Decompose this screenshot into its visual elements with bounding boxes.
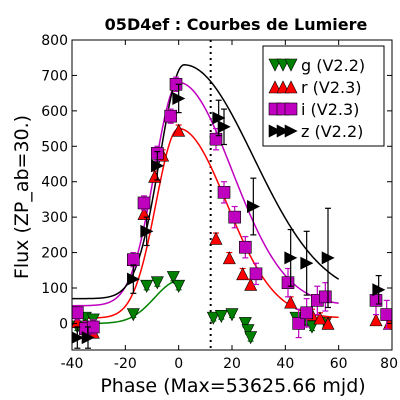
data-point bbox=[126, 308, 140, 322]
data-point bbox=[225, 308, 239, 322]
data-point bbox=[148, 169, 162, 183]
x-tick-label: 0 bbox=[174, 356, 183, 372]
y-tick-label: 400 bbox=[41, 175, 68, 191]
data-point bbox=[172, 91, 186, 105]
data-point bbox=[140, 224, 154, 238]
data-point bbox=[72, 306, 84, 320]
data-point bbox=[284, 251, 298, 265]
series-triangle-up bbox=[72, 123, 392, 339]
legend-marker bbox=[276, 80, 290, 94]
data-point bbox=[321, 251, 335, 265]
legend-label: r (V2.3) bbox=[301, 78, 362, 97]
data-point bbox=[81, 331, 95, 345]
x-tick-label: 80 bbox=[380, 356, 398, 372]
data-point bbox=[321, 316, 335, 330]
data-point bbox=[281, 276, 295, 289]
legend-marker bbox=[268, 58, 282, 72]
legend-marker bbox=[284, 80, 298, 94]
legend-label: g (V2.2) bbox=[301, 56, 365, 75]
data-point bbox=[206, 311, 220, 325]
y-tick-label: 600 bbox=[41, 104, 68, 120]
legend-marker bbox=[276, 124, 290, 138]
legend-item: i (V2.3) bbox=[268, 100, 359, 119]
legend-marker bbox=[284, 58, 298, 72]
data-point bbox=[300, 256, 314, 270]
y-tick-label: 100 bbox=[41, 281, 68, 297]
data-point bbox=[249, 267, 263, 281]
data-point bbox=[209, 231, 223, 245]
data-point bbox=[72, 331, 85, 344]
x-tick-label: 20 bbox=[223, 356, 241, 372]
data-point bbox=[217, 186, 231, 199]
legend-marker bbox=[276, 58, 290, 72]
data-point bbox=[284, 295, 298, 309]
data-point bbox=[222, 251, 236, 265]
y-tick-label: 0 bbox=[59, 316, 68, 332]
fit-curve-3 bbox=[72, 64, 340, 300]
data-point bbox=[214, 310, 228, 324]
legend-marker bbox=[284, 102, 298, 116]
data-point bbox=[238, 317, 252, 331]
series-square bbox=[72, 76, 392, 339]
y-tick-label: 700 bbox=[41, 68, 68, 84]
x-tick-label: -20 bbox=[114, 356, 137, 372]
x-tick-label: 40 bbox=[276, 356, 294, 372]
data-point bbox=[140, 279, 154, 293]
data-point bbox=[369, 294, 383, 307]
data-point bbox=[313, 311, 327, 325]
legend-label: i (V2.3) bbox=[301, 100, 359, 119]
data-point bbox=[241, 324, 255, 338]
data-point bbox=[300, 306, 313, 320]
y-tick-label: 500 bbox=[41, 139, 68, 155]
legend-item: z (V2.2) bbox=[268, 122, 363, 141]
fit-curve-1 bbox=[72, 127, 339, 319]
y-tick-label: 300 bbox=[41, 210, 68, 226]
x-tick-label: -40 bbox=[61, 356, 84, 372]
data-point bbox=[209, 132, 223, 146]
data-point bbox=[319, 290, 332, 304]
plot-contents bbox=[72, 40, 392, 350]
data-point bbox=[151, 159, 165, 173]
data-point bbox=[247, 200, 261, 213]
legend-marker bbox=[268, 80, 282, 94]
x-tick-label: 60 bbox=[330, 356, 348, 372]
y-tick-label: 200 bbox=[41, 246, 68, 262]
data-point bbox=[292, 317, 305, 330]
data-point bbox=[166, 271, 180, 285]
legend-item: g (V2.2) bbox=[268, 56, 365, 75]
data-point bbox=[244, 331, 258, 345]
data-point bbox=[127, 253, 140, 266]
legend: g (V2.2) r (V2.3) i (V2.3) z (V2.2) bbox=[262, 45, 385, 147]
data-point bbox=[217, 120, 231, 134]
data-point bbox=[150, 276, 164, 290]
series-triangle-right bbox=[72, 83, 386, 349]
y-tick-label: 800 bbox=[41, 33, 68, 49]
chart-title: 05D4ef : Courbes de Lumiere bbox=[105, 15, 368, 34]
legend-marker bbox=[268, 124, 282, 138]
legend-marker bbox=[284, 124, 298, 138]
data-point bbox=[372, 283, 386, 297]
data-point bbox=[172, 279, 186, 293]
data-point bbox=[228, 210, 241, 224]
y-axis-label: Flux (ZP_ab=30.) bbox=[11, 115, 33, 279]
legend-item: r (V2.3) bbox=[268, 78, 362, 97]
data-point bbox=[239, 240, 252, 254]
x-axis-label: Phase (Max=53625.66 mjd) bbox=[100, 375, 365, 397]
data-point bbox=[164, 109, 177, 123]
data-point bbox=[369, 313, 383, 327]
data-point bbox=[127, 272, 141, 286]
legend-label: z (V2.2) bbox=[301, 122, 363, 141]
data-point bbox=[236, 267, 250, 281]
data-point bbox=[172, 123, 186, 137]
data-point bbox=[137, 196, 151, 210]
data-point bbox=[380, 308, 392, 321]
